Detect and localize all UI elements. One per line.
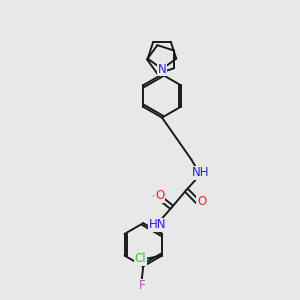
Text: N: N [158,62,166,76]
Text: O: O [155,189,164,202]
Text: Cl: Cl [134,252,146,265]
Text: NH: NH [192,167,209,179]
Text: O: O [197,195,206,208]
Text: F: F [138,279,145,292]
Text: HN: HN [148,218,166,231]
